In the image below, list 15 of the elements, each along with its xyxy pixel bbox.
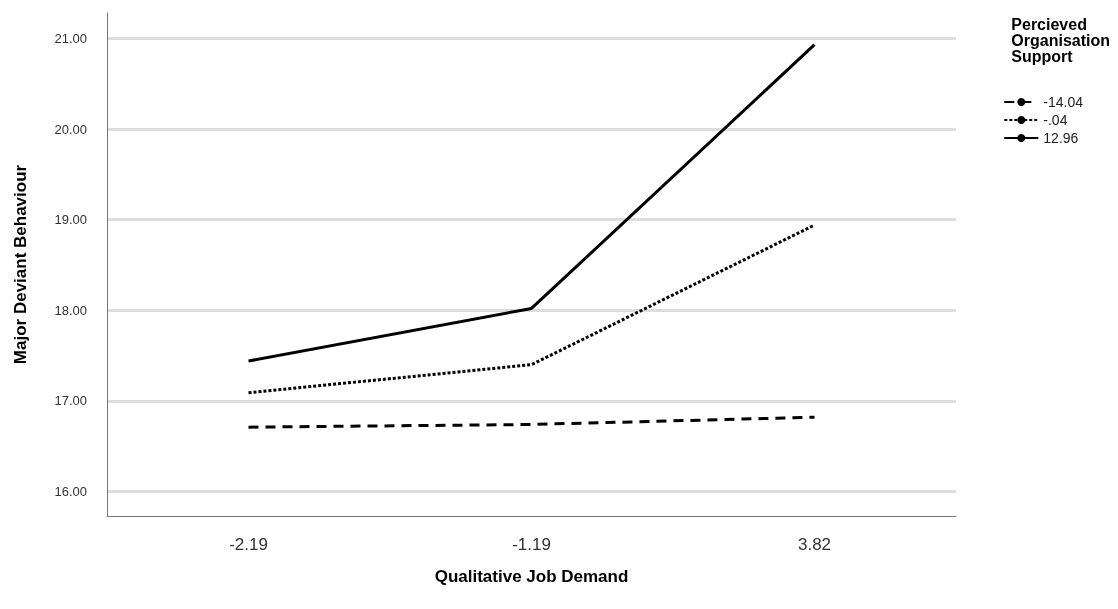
x-axis-title: Qualitative Job Demand (434, 567, 629, 586)
y-tick-label: 16.00 (54, 484, 87, 500)
x-tick-label: -2.19 (229, 535, 268, 554)
y-tick-label: 19.00 (54, 212, 87, 228)
legend-label: 12.96 (1043, 130, 1079, 146)
x-tick-label: 3.82 (797, 535, 832, 554)
legend-label: -14.04 (1043, 94, 1084, 110)
x-tick-label: -1.19 (512, 535, 551, 554)
y-tick-label: 18.00 (54, 302, 87, 318)
y-tick-label: 21.00 (54, 30, 87, 46)
y-axis-title: Major Deviant Behaviour (11, 164, 30, 365)
y-tick-label: 17.00 (54, 393, 87, 409)
legend-title: Percieved Organisation Support (1011, 15, 1111, 65)
legend-label: -.04 (1043, 112, 1068, 128)
y-tick-label: 20.00 (54, 121, 87, 137)
